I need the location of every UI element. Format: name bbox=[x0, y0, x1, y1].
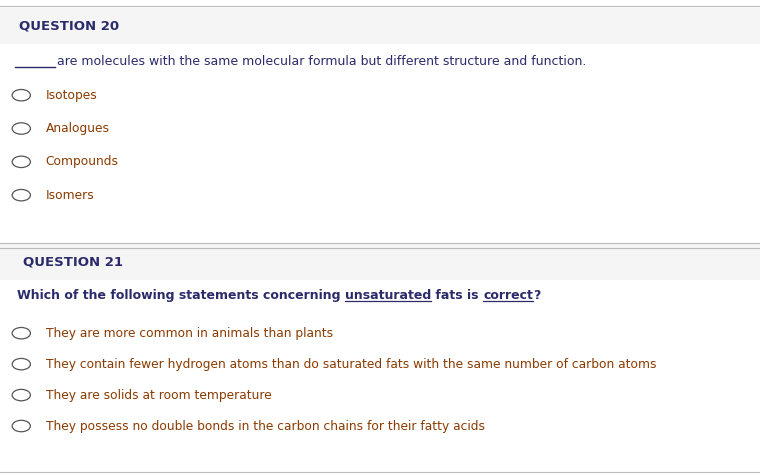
Text: Compounds: Compounds bbox=[46, 155, 119, 169]
Text: ?: ? bbox=[533, 288, 540, 302]
Text: correct: correct bbox=[483, 288, 533, 302]
Text: They are solids at room temperature: They are solids at room temperature bbox=[46, 388, 271, 402]
Text: Isomers: Isomers bbox=[46, 188, 94, 202]
Text: They are more common in animals than plants: They are more common in animals than pla… bbox=[46, 327, 333, 340]
Text: fats is: fats is bbox=[432, 288, 483, 302]
Text: They contain fewer hydrogen atoms than do saturated fats with the same number of: They contain fewer hydrogen atoms than d… bbox=[46, 357, 656, 371]
Text: Analogues: Analogues bbox=[46, 122, 109, 135]
Text: They possess no double bonds in the carbon chains for their fatty acids: They possess no double bonds in the carb… bbox=[46, 419, 485, 433]
Text: Which of the following statements concerning: Which of the following statements concer… bbox=[17, 288, 345, 302]
Text: are molecules with the same molecular formula but different structure and functi: are molecules with the same molecular fo… bbox=[57, 55, 587, 69]
Text: unsaturated: unsaturated bbox=[345, 288, 432, 302]
Text: QUESTION 20: QUESTION 20 bbox=[19, 20, 119, 33]
Text: Isotopes: Isotopes bbox=[46, 89, 97, 102]
Text: QUESTION 21: QUESTION 21 bbox=[23, 255, 123, 268]
